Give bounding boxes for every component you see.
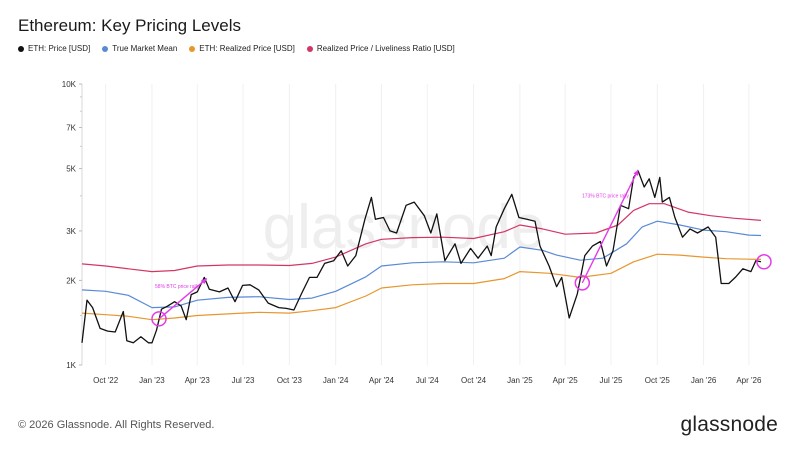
legend-label-eth-price: ETH: Price [USD] [28,44,91,53]
chart-legend: ETH: Price [USD] True Market Mean ETH: R… [18,44,455,53]
glassnode-logo[interactable]: glassnode [680,413,778,436]
x-tick-label: Jan '26 [691,376,717,385]
legend-dot-realized-price [189,45,196,52]
highlight-circle [151,311,167,327]
x-tick-label: Oct '24 [461,376,487,385]
highlight-circle [756,254,772,270]
series-line-0 [81,170,762,344]
trend-arrow-line [158,278,208,320]
y-tick-label: 3K [66,227,76,236]
watermark-text: glassnode [263,193,546,262]
x-tick-label: Apr '26 [736,376,762,385]
y-tick-label: 10K [62,80,77,89]
y-tick-label: 1K [66,361,76,370]
annotation-label: 173% BTC price rally [582,193,629,199]
annotation-label: 58% BTC price rally [155,284,200,290]
legend-item-realized-price[interactable]: ETH: Realized Price [USD] [189,44,295,53]
trend-arrow-head [633,169,639,176]
legend-item-eth-price[interactable]: ETH: Price [USD] [18,44,90,53]
x-tick-label: Jul '23 [232,376,255,385]
x-tick-label: Apr '25 [553,376,579,385]
copyright-text: © 2026 Glassnode. All Rights Reserved. [18,419,215,431]
legend-label-liveliness-ratio: Realized Price / Liveliness Ratio [USD] [316,44,455,53]
y-tick-label: 2K [66,276,76,285]
x-tick-label: Oct '25 [645,376,671,385]
x-tick-label: Apr '23 [185,376,211,385]
series-line-1 [81,220,762,309]
legend-label-realized-price: ETH: Realized Price [USD] [199,44,295,53]
x-tick-label: Jan '23 [139,376,165,385]
trend-arrow-head [201,278,207,285]
legend-item-true-market-mean[interactable]: True Market Mean [102,44,177,53]
trend-arrow-line [581,169,639,284]
legend-dot-liveliness-ratio [306,45,313,52]
y-tick-label: 7K [66,124,76,133]
x-tick-label: Jul '24 [416,376,439,385]
series-line-3 [81,203,762,273]
legend-dot-true-market-mean [102,45,109,52]
x-tick-label: Oct '23 [277,376,303,385]
legend-item-liveliness-ratio[interactable]: Realized Price / Liveliness Ratio [USD] [306,44,455,53]
chart-title: Ethereum: Key Pricing Levels [18,16,241,35]
x-tick-label: Jul '25 [600,376,623,385]
x-tick-label: Apr '24 [369,376,395,385]
highlight-circle [574,275,591,291]
legend-label-true-market-mean: True Market Mean [112,44,178,53]
series-line-2 [81,253,762,321]
x-tick-label: Oct '22 [93,376,119,385]
x-tick-label: Jan '24 [323,376,349,385]
x-tick-label: Jan '25 [507,376,533,385]
legend-dot-eth-price [18,45,24,52]
y-tick-label: 5K [66,165,76,174]
